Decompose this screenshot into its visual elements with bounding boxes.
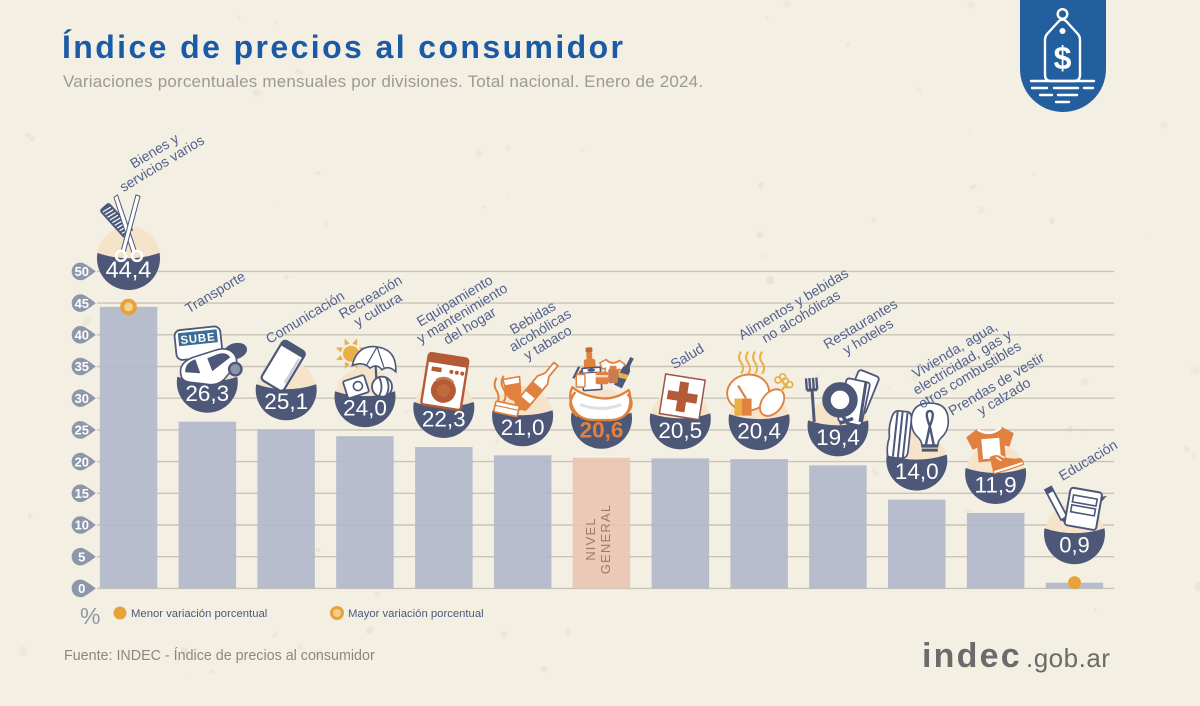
- svg-text:20,6: 20,6: [580, 417, 624, 442]
- svg-text:50: 50: [75, 264, 89, 279]
- svg-text:25,1: 25,1: [264, 389, 308, 414]
- svg-text:Educación: Educación: [1056, 436, 1120, 483]
- svg-text:24,0: 24,0: [343, 396, 387, 421]
- svg-text:Índice de precios al consumido: Índice de precios al consumidor: [62, 29, 625, 65]
- svg-text:0,9: 0,9: [1059, 533, 1090, 558]
- svg-text:Recreacióny cultura: Recreacióny cultura: [336, 272, 412, 335]
- svg-text:30: 30: [75, 391, 89, 406]
- svg-text:0: 0: [78, 581, 85, 596]
- svg-text:Salud: Salud: [668, 340, 707, 372]
- svg-text:15: 15: [75, 486, 89, 501]
- svg-text:Fuente: INDEC - Índice de prec: Fuente: INDEC - Índice de precios al con…: [64, 647, 375, 664]
- svg-text:10: 10: [75, 518, 89, 533]
- svg-text:$: $: [1054, 40, 1072, 76]
- svg-text:5: 5: [78, 549, 85, 564]
- svg-text:25: 25: [75, 423, 89, 438]
- svg-text:%: %: [80, 603, 100, 629]
- svg-text:Bienes yservicios varios: Bienes yservicios varios: [109, 119, 207, 195]
- svg-text:40: 40: [75, 328, 89, 343]
- svg-text:Variaciones porcentuales mensu: Variaciones porcentuales mensuales por d…: [63, 72, 703, 91]
- svg-text:19,4: 19,4: [816, 425, 860, 450]
- svg-text:45: 45: [75, 296, 89, 311]
- svg-text:35: 35: [75, 359, 89, 374]
- svg-text:Transporte: Transporte: [182, 268, 248, 316]
- svg-text:21,0: 21,0: [501, 415, 545, 440]
- svg-text:11,9: 11,9: [975, 473, 1017, 498]
- svg-text:Equipamientoy mantenimientodel: Equipamientoy mantenimientodel hogar: [406, 267, 518, 359]
- svg-text:20: 20: [75, 454, 89, 469]
- svg-text:indec: indec: [922, 637, 1022, 675]
- svg-text:20,4: 20,4: [737, 419, 781, 444]
- svg-text:44,4: 44,4: [106, 256, 152, 282]
- svg-text:Mayor variación porcentual: Mayor variación porcentual: [348, 608, 484, 620]
- svg-text:SUBE: SUBE: [180, 331, 216, 347]
- svg-text:Comunicación: Comunicación: [263, 287, 347, 346]
- svg-text:26,3: 26,3: [185, 381, 229, 406]
- svg-text:Bebidasalcohólicasy tabaco: Bebidasalcohólicasy tabaco: [499, 293, 582, 367]
- svg-text:20,5: 20,5: [658, 418, 702, 443]
- svg-text:22,3: 22,3: [422, 407, 466, 432]
- svg-text:.gob.ar: .gob.ar: [1026, 643, 1110, 673]
- svg-text:14,0: 14,0: [895, 459, 939, 484]
- svg-text:NIVELGENERAL: NIVELGENERAL: [583, 504, 613, 575]
- svg-text:Menor variación porcentual: Menor variación porcentual: [131, 608, 267, 620]
